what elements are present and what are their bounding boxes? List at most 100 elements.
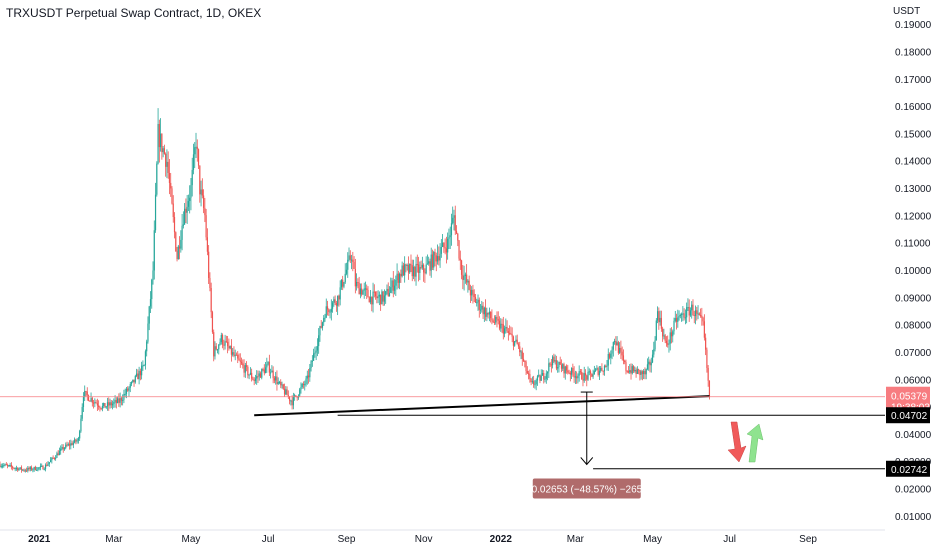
candle-body [557,367,559,369]
candle-body [563,364,565,374]
candle-body [582,379,584,381]
candle-body [214,346,216,357]
candle-body [235,354,238,356]
candle-body [323,317,325,323]
candle-body [92,402,95,404]
candle-body [160,133,162,148]
candle-body [133,379,135,383]
candle-body [273,378,276,381]
candle-body [36,469,38,471]
candle-body [617,342,619,353]
candle-body [165,153,167,167]
candle-body [361,288,363,295]
candle-body [230,345,233,355]
candle-body [320,326,322,328]
candle-body [359,288,362,295]
candle-body [596,368,598,370]
candle-body [22,469,24,471]
candle-body [356,281,358,287]
candle-body [106,402,109,407]
candle-body [417,264,420,274]
candle-body [707,367,709,381]
candle-body [506,327,508,332]
candle-body [210,288,212,313]
candle-body [46,464,48,466]
candle-body [703,321,705,338]
candle-body [525,361,527,372]
candle-body [527,373,530,375]
measure-label: −0.02653 (−48.57%) −2653 [526,484,648,495]
support-trendline[interactable] [254,395,710,417]
candle-body [505,327,507,329]
candle-body [554,360,556,362]
candle-body [428,261,430,264]
candle-body [592,374,594,377]
candle-body [77,438,80,441]
candle-body [305,378,307,385]
candle-body [75,439,77,442]
candle-body [58,450,61,456]
candle-body [663,335,665,337]
candle-body [86,391,88,396]
candle-body [20,467,23,470]
candle-body [602,370,604,372]
candle-body [309,368,311,378]
candle-body [72,442,74,445]
candle-body [488,311,490,315]
candle-body [396,273,398,281]
candle-body [445,248,447,253]
candle-body [180,239,182,249]
level-price-badge [886,460,930,477]
candle-body [43,469,45,471]
candle-body [658,311,660,323]
candle-body [39,466,42,468]
candle-body [251,372,253,379]
y-tick-label: 0.02000 [895,485,932,496]
x-tick-label: Sep [799,534,817,545]
candle-body [439,253,441,261]
candle-body [168,172,171,183]
candle-body [185,208,187,213]
candle-body [420,267,422,269]
candle-body [442,242,444,248]
candle-body [425,264,427,274]
candle-body [304,384,306,386]
candle-body [565,366,568,371]
candle-body [653,349,655,355]
candle-body [380,294,382,305]
candle-body [483,307,485,315]
candle-body [325,306,327,318]
candle-body [549,363,551,365]
candle-body [387,288,389,296]
candle-body [521,351,523,359]
candle-body [199,165,201,195]
candle-body [367,289,369,298]
candle-body [603,365,606,372]
candle-body [372,291,374,305]
candle-body [190,185,192,198]
candle-body [89,400,91,402]
candle-body [632,366,635,372]
y-tick-label: 0.12000 [895,211,932,222]
candle-body [141,365,143,376]
candle-body [316,346,319,351]
candle-body [299,389,301,396]
candle-body [221,335,224,345]
candle-body [161,133,163,153]
x-tick-label: Jul [723,534,736,545]
candle-body [517,344,520,347]
candle-body [621,351,623,356]
candle-body [567,370,569,373]
candle-body [55,457,57,459]
candle-body [291,400,293,406]
candle-body [63,447,66,450]
candle-body [578,371,580,376]
candle-body [543,373,545,380]
candle-body [679,315,681,317]
candle-body [368,297,370,303]
candle-body [539,375,541,381]
candle-body [597,368,599,375]
candle-body [287,395,289,397]
candle-body [111,403,114,406]
